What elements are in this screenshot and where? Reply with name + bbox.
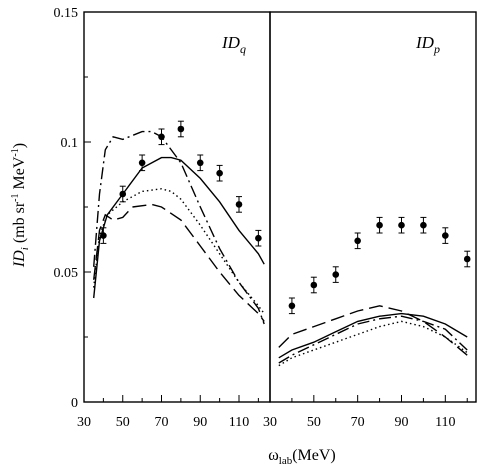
x-tick-label: 50 [307,415,321,430]
data-point [310,281,318,289]
data-point [216,169,223,177]
x-tick-label: 110 [229,415,249,430]
panel-frames [83,11,477,403]
data-point [138,159,146,167]
x-tick-label: 90 [193,415,207,430]
series-line-dashed [93,203,265,322]
series-line-dashdot [93,130,265,325]
series-line-solid [93,156,265,299]
x-tick-label: 90 [394,415,408,430]
data-point [235,201,243,208]
data-point [158,133,165,141]
data-point [119,190,127,198]
data-point [255,234,262,242]
data-point [332,271,340,278]
data-point [420,221,427,229]
data-point [376,221,383,229]
x-tick-label: 30 [263,415,277,430]
x-tick-label: 70 [351,415,365,430]
panel-frame-0 [83,11,271,403]
data-point [442,232,449,239]
data-point [100,232,107,239]
data-point [288,302,296,310]
series-line-dotted [278,320,468,367]
series-line-dashed [278,305,468,356]
data-point [398,221,405,229]
series-line-solid [278,312,468,359]
panel-idq: 30 50 70 90 110 [77,120,265,430]
x-tick-label: 30 [77,415,91,430]
panel-label-idp: IDp [415,33,440,56]
panel-frame-1 [269,11,477,403]
x-tick-label: 50 [116,415,130,430]
y-tick-label: 0.15 [54,6,79,21]
x-tick-label: 70 [155,415,169,430]
panel-idp: 30 50 70 90 110 [263,216,471,430]
x-tick-label: 110 [435,415,455,430]
y-tick-label: 0.1 [61,136,79,151]
panel-label-idq: IDq [221,33,246,56]
data-point [463,255,471,263]
data-point [196,159,204,167]
y-axis-title: IDi (mb sr-1 MeV-1) [10,143,31,268]
x-axis-title: ωlab(MeV) [268,447,336,467]
data-point [177,125,185,133]
series-line-dashdot [278,315,468,364]
y-axis-ticks: 0 0.05 0.1 0.15 [54,6,91,411]
y-tick-label: 0.05 [54,266,79,281]
y-tick-label: 0 [71,396,78,411]
data-point [354,237,361,245]
